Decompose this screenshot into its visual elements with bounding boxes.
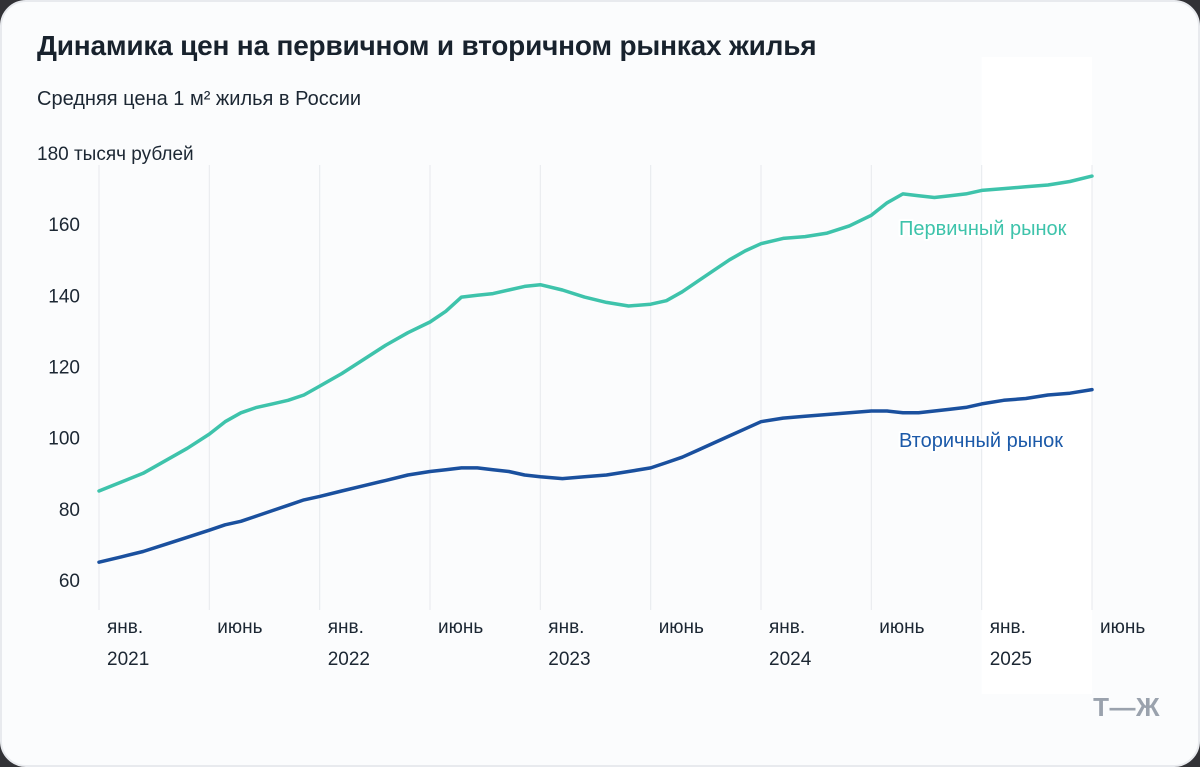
x-tick-label: янв. — [107, 617, 143, 638]
y-tick-label: 60 — [59, 571, 80, 592]
x-tick-year-label: 2021 — [107, 649, 149, 670]
x-tick-year-label: 2023 — [548, 649, 590, 670]
y-tick-label: 140 — [48, 286, 80, 307]
y-tick-label: 120 — [48, 358, 80, 379]
x-tick-year-label: 2024 — [769, 649, 812, 670]
x-tick-label: янв. — [769, 617, 805, 638]
x-tick-label: июнь — [659, 617, 704, 638]
x-tick-label: янв. — [328, 617, 364, 638]
x-tick-year-label: 2025 — [990, 649, 1032, 670]
page-title: Динамика цен на первичном и вторичном ры… — [37, 30, 817, 61]
series-label-primary-market: Первичный рынок — [899, 218, 1067, 240]
x-tick-label: июнь — [438, 617, 483, 638]
y-tick-label: 100 — [48, 429, 80, 450]
x-tick-year-label: 2022 — [328, 649, 370, 670]
chart-subtitle: Средняя цена 1 м² жилья в России — [37, 88, 362, 110]
y-tick-label: 80 — [59, 500, 80, 521]
series-label-secondary-market: Вторичный рынок — [899, 430, 1063, 452]
x-tick-label: янв. — [548, 617, 584, 638]
x-tick-label: янв. — [990, 617, 1026, 638]
series-line-secondary-market — [97, 387, 1094, 564]
highlight-band — [981, 57, 1092, 694]
x-tick-label: июнь — [879, 617, 924, 638]
y-axis-unit-label: 180 тысяч рублей — [37, 144, 194, 165]
y-tick-label: 160 — [48, 215, 80, 236]
x-tick-label: июнь — [217, 617, 262, 638]
x-tick-label: июнь — [1100, 617, 1145, 638]
tj-logo: Т—Ж — [1093, 692, 1160, 722]
series-line-primary-market — [97, 174, 1094, 493]
